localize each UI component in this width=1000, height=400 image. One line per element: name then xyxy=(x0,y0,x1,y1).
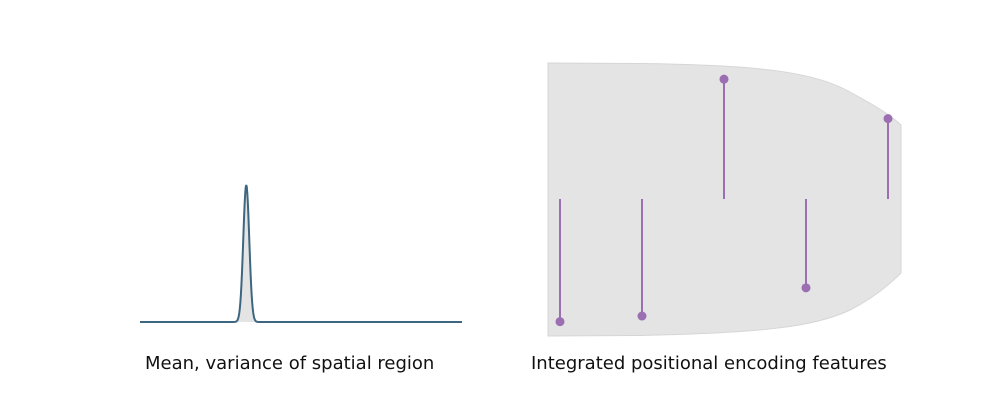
feature-point-2 xyxy=(637,311,647,321)
feature-point-5 xyxy=(883,114,893,124)
feature-point-4 xyxy=(801,283,811,293)
gaussian-curve xyxy=(140,184,462,323)
right-panel-caption: Integrated positional encoding features xyxy=(531,353,887,374)
left-panel xyxy=(140,184,462,323)
feature-point-1 xyxy=(555,317,565,327)
left-panel-caption: Mean, variance of spatial region xyxy=(145,353,435,374)
encoding-envelope xyxy=(547,62,902,337)
gaussian-fill xyxy=(234,185,259,322)
feature-point-3 xyxy=(719,74,729,84)
feature-stems xyxy=(555,74,893,327)
right-panel xyxy=(547,62,902,337)
